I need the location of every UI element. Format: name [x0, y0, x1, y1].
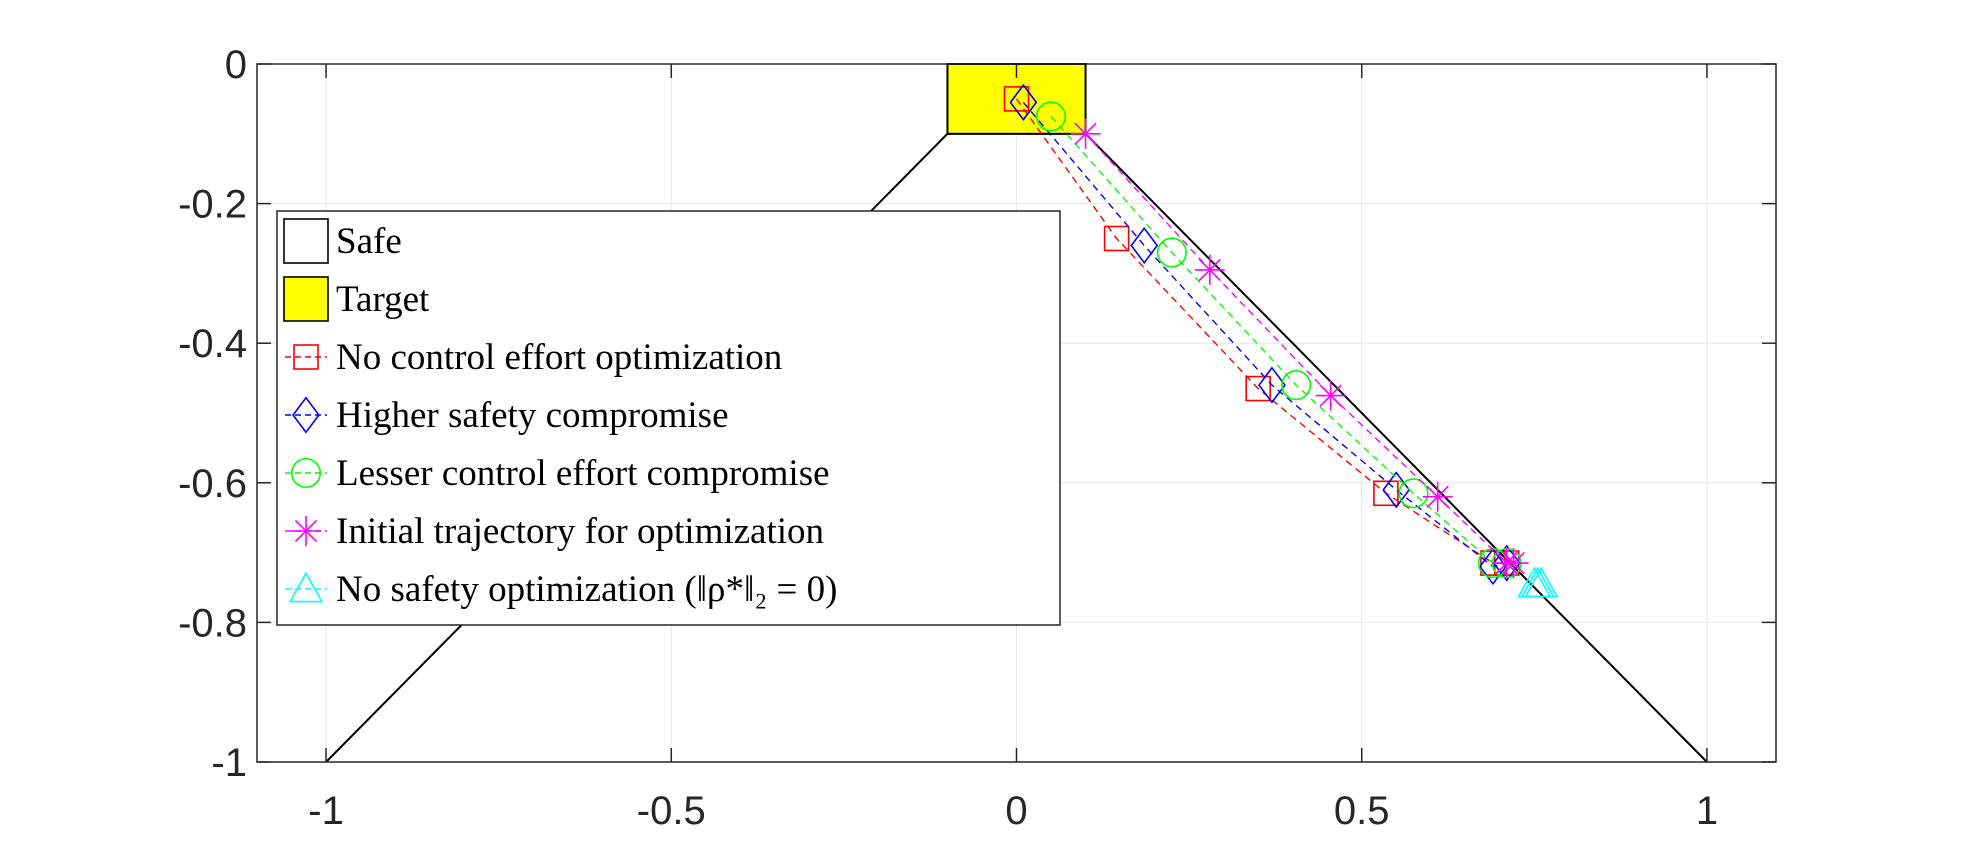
legend-item: No control effort optimization — [285, 337, 782, 378]
legend-item: Lesser control effort compromise — [285, 453, 830, 494]
legend-marker-asterisk — [291, 516, 321, 546]
series-diamond — [1009, 83, 1521, 586]
data-point-triangle — [1524, 566, 1559, 598]
legend-label: No control effort optimization — [336, 337, 782, 378]
legend-label: Target — [336, 279, 430, 320]
data-point-square — [1373, 480, 1399, 507]
data-point-diamond — [1492, 544, 1521, 582]
x-tick-label: 0 — [1005, 789, 1027, 833]
tick-labels: -1 -0.5 0 0.5 1 0 -0.2 -0.4 -0.6 -0.8 -1 — [178, 43, 1718, 833]
series-triangle — [1517, 566, 1559, 598]
legend-item: Target — [283, 276, 430, 322]
legend-box — [276, 210, 1061, 626]
tick-marks — [257, 63, 1776, 763]
data-point-diamond — [1130, 226, 1159, 265]
legend-item: No safety optimization (‖ρ*‖₂ = 0) — [285, 569, 838, 610]
legend-item: Initial trajectory for optimization — [285, 511, 824, 552]
legend-swatch-safe — [283, 218, 329, 264]
legend-item: Higher safety compromise — [285, 395, 729, 436]
legend-marker-square — [293, 344, 319, 370]
data-point-square — [1103, 225, 1130, 252]
legend: Safe Target No control effort optimization… — [276, 210, 1061, 626]
y-tick-label: 0 — [225, 43, 247, 87]
series-line — [1015, 98, 1507, 564]
x-tick-label: -1 — [308, 789, 344, 833]
legend-label: Safe — [336, 221, 402, 262]
legend-label: Higher safety compromise — [336, 395, 729, 436]
legend-marker-circle — [290, 457, 322, 489]
data-point-circle — [1281, 370, 1312, 401]
data-point-asterisk — [1194, 254, 1225, 285]
data-point-circle — [1156, 237, 1187, 268]
x-tick-label: -0.5 — [637, 789, 706, 833]
y-tick-label: -1 — [211, 741, 247, 785]
legend-marker-diamond — [292, 396, 320, 434]
data-point-circle — [1398, 478, 1429, 509]
x-tick-label: 1 — [1696, 789, 1718, 833]
legend-swatch-target — [283, 276, 329, 322]
y-tick-label: -0.6 — [178, 462, 247, 506]
data-point-asterisk — [1070, 118, 1101, 149]
data-point-circle — [1035, 101, 1067, 132]
legend-marker-triangle — [288, 571, 324, 603]
series-asterisk — [1070, 118, 1529, 579]
data-point-diamond — [1258, 366, 1286, 404]
legend-label: Lesser control effort compromise — [336, 453, 830, 494]
x-tick-label: 0.5 — [1334, 789, 1390, 833]
data-point-asterisk — [1422, 481, 1453, 512]
data-point-diamond — [1478, 547, 1507, 586]
y-tick-label: -0.4 — [178, 322, 247, 366]
series-square — [1003, 86, 1520, 576]
legend-label: Initial trajectory for optimization — [336, 511, 824, 552]
data-point-diamond — [1382, 471, 1411, 509]
data-point-asterisk — [1315, 380, 1346, 411]
series-layer — [1003, 83, 1559, 598]
legend-label: No safety optimization (‖ρ*‖₂ = 0) — [336, 569, 838, 610]
data-point-square — [1245, 375, 1271, 402]
y-tick-label: -0.2 — [178, 183, 247, 227]
data-point-diamond — [1009, 83, 1038, 121]
legend-item: Safe — [283, 218, 402, 264]
y-tick-label: -0.8 — [178, 601, 247, 645]
data-point-asterisk — [1498, 548, 1529, 579]
